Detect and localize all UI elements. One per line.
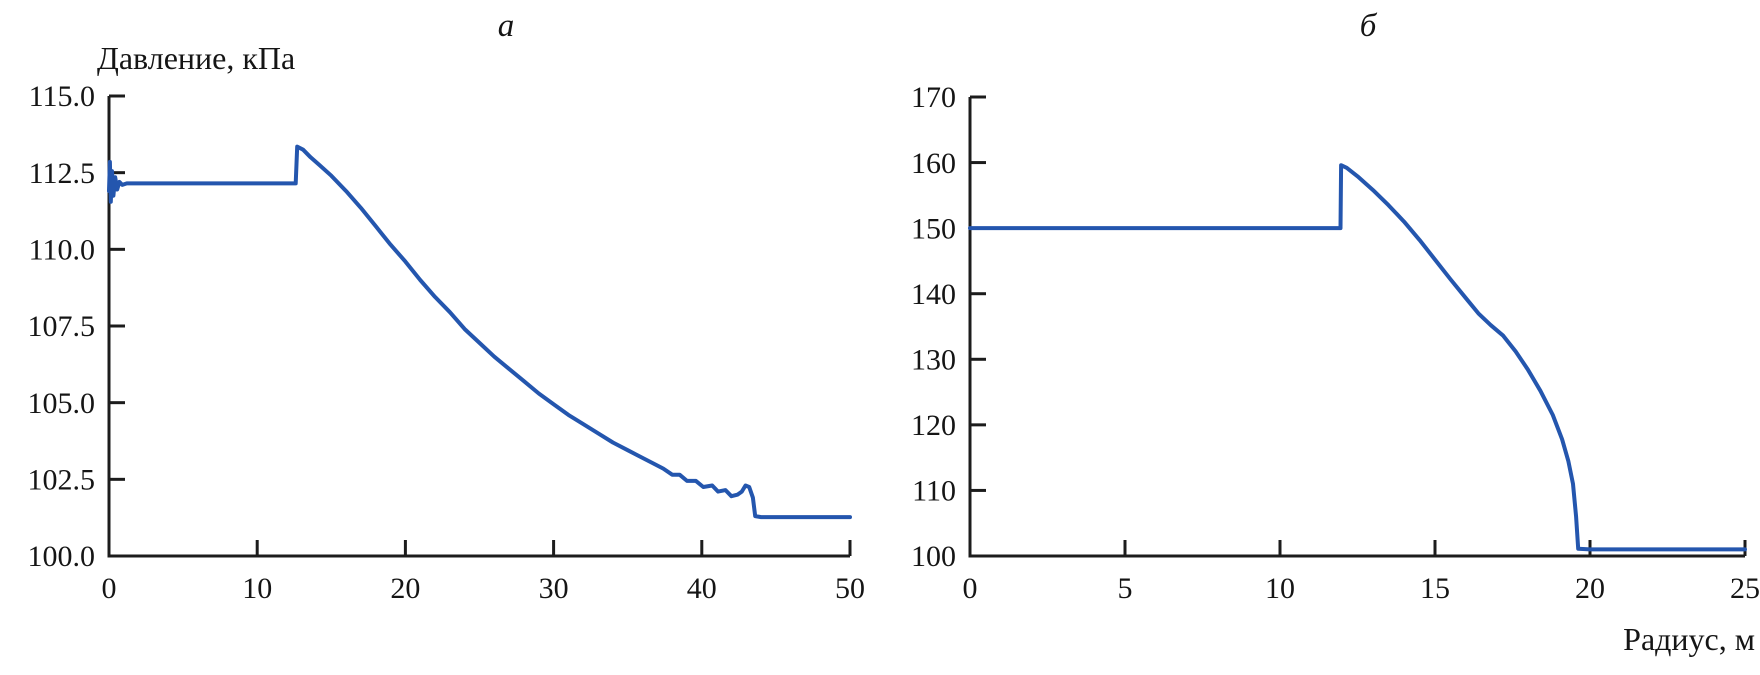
y-tick-label: 170 — [911, 81, 956, 114]
y-tick-label: 150 — [911, 212, 956, 245]
pressure-vs-radius-b-curve — [968, 163, 1747, 552]
y-tick-label: 110.0 — [29, 234, 95, 267]
y-tick-label: 107.5 — [28, 310, 96, 343]
x-tick-label: 40 — [687, 572, 717, 605]
x-tick-label: 30 — [539, 572, 569, 605]
y-tick-label: 112.5 — [29, 157, 95, 190]
curves-layer — [107, 144, 1747, 552]
y-tick-label: 130 — [911, 343, 956, 376]
x-tick-label: 20 — [390, 572, 420, 605]
chart-a-spines — [107, 96, 850, 558]
y-tick-label: 100.0 — [28, 540, 96, 573]
chart-b-xlabel: Радиус, м — [1623, 621, 1755, 657]
y-tick-label: 100 — [911, 540, 956, 573]
y-tick-label: 140 — [911, 278, 956, 311]
x-tick-label: 10 — [1265, 572, 1295, 605]
pressure-vs-radius-a-curve — [107, 144, 852, 520]
x-tick-label: 10 — [242, 572, 272, 605]
y-tick-label: 102.5 — [28, 464, 96, 497]
axes-layer: 100.0 102.5 105.0 107.5 110.0 112.5 115.0 0 10 20… — [28, 80, 1760, 605]
chart-a-ylabel: Давление, кПа — [97, 40, 296, 76]
x-tick-label: 20 — [1575, 572, 1605, 605]
y-tick-label: 115.0 — [29, 80, 95, 113]
chart-b-spines — [968, 97, 1745, 558]
y-tick-label: 110 — [912, 475, 956, 508]
x-tick-label: 15 — [1420, 572, 1450, 605]
x-tick-label: 25 — [1730, 572, 1760, 605]
x-tick-label: 5 — [1118, 572, 1133, 605]
chart-a-panel-label: а — [497, 8, 515, 44]
chart-b-panel-label: б — [1359, 8, 1377, 44]
y-tick-label: 160 — [911, 147, 956, 180]
x-tick-label: 0 — [963, 572, 978, 605]
y-tick-label: 105.0 — [28, 387, 96, 420]
x-tick-label: 50 — [835, 572, 865, 605]
y-tick-label: 120 — [911, 409, 956, 442]
x-tick-label: 0 — [102, 572, 117, 605]
